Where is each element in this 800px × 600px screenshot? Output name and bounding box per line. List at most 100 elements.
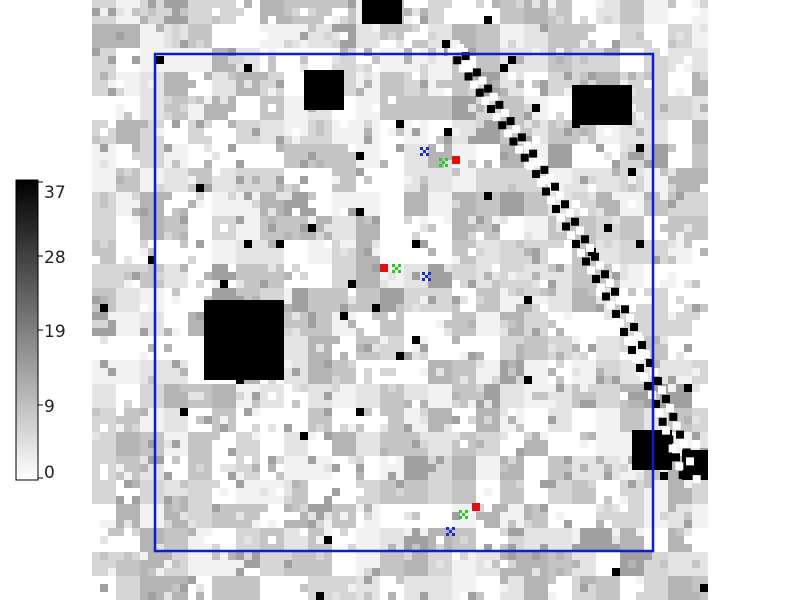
raster-cell	[436, 32, 444, 40]
raster-cell	[228, 184, 236, 192]
raster-cell	[308, 16, 316, 24]
raster-cell	[148, 224, 156, 232]
raster-cell	[532, 464, 540, 472]
raster-cell	[356, 184, 364, 192]
raster-cell	[124, 360, 132, 368]
raster-cell	[620, 32, 628, 40]
raster-cell	[348, 376, 356, 384]
raster-cell	[508, 440, 516, 448]
raster-cell	[476, 144, 484, 152]
raster-cell	[612, 32, 620, 40]
raster-cell	[364, 456, 372, 464]
raster-cell	[316, 424, 324, 432]
raster-cell	[660, 296, 668, 304]
raster-cell	[564, 168, 572, 176]
raster-cell	[148, 200, 156, 208]
raster-cell	[100, 376, 108, 384]
raster-cell	[428, 368, 436, 376]
raster-cell	[508, 432, 516, 440]
raster-cell	[276, 88, 284, 96]
raster-cell	[508, 184, 516, 192]
raster-cell	[348, 512, 356, 520]
raster-cell	[580, 424, 588, 432]
raster-cell	[556, 416, 564, 424]
raster-cell	[124, 136, 132, 144]
raster-cell	[524, 184, 532, 192]
raster-cell	[588, 344, 596, 352]
raster-cell	[572, 280, 580, 288]
raster-cell	[404, 0, 412, 8]
raster-cell	[268, 56, 276, 64]
raster-cell	[660, 368, 668, 376]
raster-cell	[684, 280, 692, 288]
raster-cell	[148, 424, 156, 432]
raster-cell	[596, 176, 604, 184]
raster-cell	[420, 448, 428, 456]
raster-cell	[620, 240, 628, 248]
raster-cell	[364, 512, 372, 520]
raster-cell	[156, 344, 164, 352]
raster-cell	[540, 296, 548, 304]
raster-cell	[284, 40, 292, 48]
raster-cell	[268, 400, 276, 408]
raster-cell	[436, 312, 444, 320]
raster-cell	[676, 24, 684, 32]
raster-cell	[124, 472, 132, 480]
raster-cell	[420, 160, 428, 168]
raster-cell	[356, 32, 364, 40]
raster-cell	[348, 240, 356, 248]
raster-cell	[388, 88, 396, 96]
raster-cell	[436, 8, 444, 16]
raster-cell	[108, 8, 116, 16]
raster-cell	[396, 328, 404, 336]
raster-cell	[444, 512, 452, 520]
raster-cell	[532, 24, 540, 32]
raster-cell	[124, 176, 132, 184]
raster-cell	[316, 0, 324, 8]
raster-cell	[396, 40, 404, 48]
raster-cell	[260, 160, 268, 168]
raster-cell	[684, 160, 692, 168]
raster-cell	[604, 336, 612, 344]
raster-cell	[468, 248, 476, 256]
raster-cell	[164, 168, 172, 176]
raster-cell	[156, 200, 164, 208]
raster-cell	[620, 200, 628, 208]
raster-cell	[380, 504, 388, 512]
raster-cell	[276, 408, 284, 416]
raster-cell	[420, 288, 428, 296]
raster-cell	[596, 480, 604, 488]
raster-cell	[188, 72, 196, 80]
raster-cell	[684, 424, 692, 432]
raster-cell	[348, 96, 356, 104]
raster-cell	[108, 64, 116, 72]
raster-cell	[356, 144, 364, 152]
raster-cell	[532, 288, 540, 296]
raster-cell	[220, 192, 228, 200]
raster-cell	[628, 416, 636, 424]
raster-cell	[628, 216, 636, 224]
raster-cell	[444, 216, 452, 224]
raster-cell	[212, 16, 220, 24]
raster-cell	[532, 416, 540, 424]
raster-cell	[476, 136, 484, 144]
raster-cell	[292, 128, 300, 136]
raster-cell	[340, 168, 348, 176]
raster-cell	[292, 432, 300, 440]
raster-cell	[388, 312, 396, 320]
raster-cell	[436, 416, 444, 424]
raster-cell	[556, 128, 564, 136]
raster-cell	[676, 64, 684, 72]
raster-cell	[204, 80, 212, 88]
raster-cell	[524, 176, 532, 184]
raster-cell	[436, 344, 444, 352]
raster-cell	[452, 80, 460, 88]
raster-cell	[396, 184, 404, 192]
raster-cell	[484, 216, 492, 224]
raster-cell	[148, 176, 156, 184]
raster-cell	[292, 512, 300, 520]
raster-cell	[324, 336, 332, 344]
raster-cell	[412, 424, 420, 432]
raster-cell	[548, 232, 556, 240]
raster-cell	[540, 224, 548, 232]
